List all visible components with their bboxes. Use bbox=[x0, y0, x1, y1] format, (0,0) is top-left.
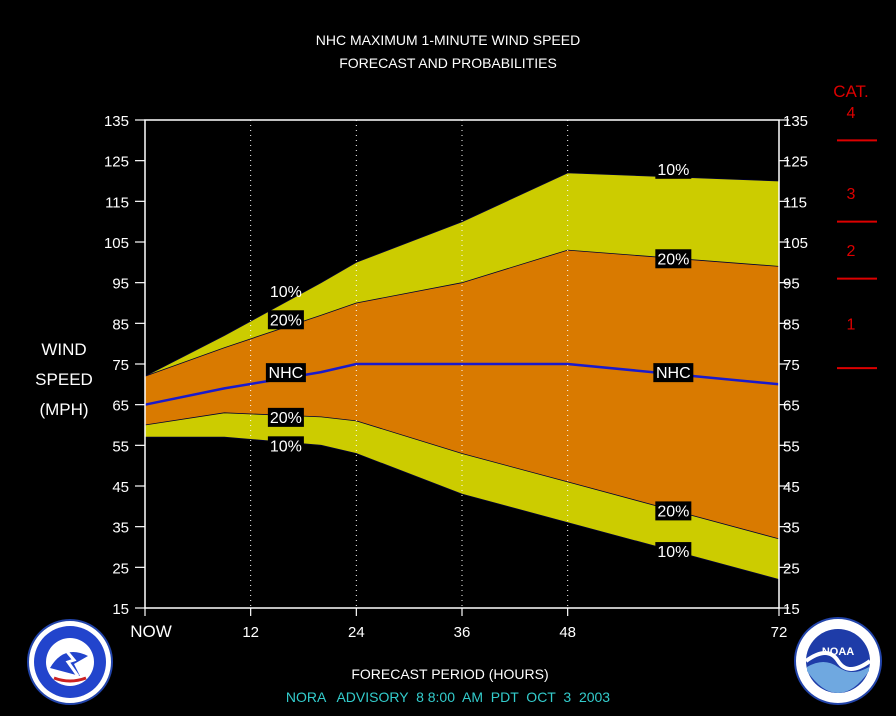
band-label-box bbox=[267, 407, 304, 427]
band-label: 20% bbox=[270, 410, 302, 427]
y-tick-label-right: 55 bbox=[783, 438, 800, 455]
band-label-box bbox=[265, 363, 306, 383]
y-tick-label-right: 35 bbox=[783, 520, 800, 537]
chart-title: NHC MAXIMUM 1-MINUTE WIND SPEED bbox=[316, 32, 580, 48]
y-tick-label-left: 125 bbox=[104, 154, 129, 171]
y-tick-label-left: 75 bbox=[112, 357, 129, 374]
band-label-box bbox=[655, 159, 692, 179]
y-tick-label-right: 45 bbox=[783, 479, 800, 496]
category-label: 1 bbox=[847, 316, 856, 333]
y-tick-label-left: 55 bbox=[112, 438, 129, 455]
band-label: 10% bbox=[657, 544, 689, 561]
y-tick-label-left: 95 bbox=[112, 276, 129, 293]
band-label: NHC bbox=[269, 365, 304, 382]
y-tick-label-left: 35 bbox=[112, 520, 129, 537]
y-axis-ticks: 135 135 125 125 115 115 105 105 95 95 85 85 75 75 65 65… bbox=[104, 113, 808, 618]
y-tick-label-left: 45 bbox=[112, 479, 129, 496]
band-label: 10% bbox=[270, 438, 302, 455]
y-axis-label-line-1: WIND bbox=[41, 340, 86, 359]
category-title: CAT. bbox=[833, 82, 869, 101]
x-tick-label: 36 bbox=[454, 624, 471, 641]
band-label-box bbox=[655, 542, 692, 562]
y-tick-label-right: 105 bbox=[783, 235, 808, 252]
x-axis-label: FORECAST PERIOD (HOURS) bbox=[351, 666, 548, 682]
y-tick-label-left: 115 bbox=[105, 194, 129, 211]
noaa-logo: NOAA bbox=[794, 617, 882, 705]
band-label: 20% bbox=[657, 503, 689, 520]
x-tick-label: 12 bbox=[242, 624, 259, 641]
boundary-line-0 bbox=[144, 172, 780, 377]
x-axis-ticks: NOW 12 24 36 48 72 bbox=[130, 608, 787, 641]
boundary-line-4 bbox=[145, 436, 780, 580]
y-tick-label-right: 15 bbox=[783, 601, 800, 618]
y-tick-label-left: 25 bbox=[112, 560, 129, 577]
band-label: 10% bbox=[270, 284, 302, 301]
band-label-box bbox=[655, 249, 692, 269]
y-tick-label-right: 85 bbox=[783, 316, 800, 333]
advisory-line: NORA ADVISORY 8 8:00 AM PDT OCT 3 2003 bbox=[286, 689, 610, 705]
chart-subtitle: FORECAST AND PROBABILITIES bbox=[339, 55, 557, 71]
y-tick-label-right: 135 bbox=[783, 113, 808, 130]
y-tick-label-right: 25 bbox=[783, 560, 800, 577]
nhc-forecast-line bbox=[144, 362, 780, 406]
y-tick-label-left: 15 bbox=[112, 601, 129, 618]
y-tick-label-left: 105 bbox=[104, 235, 129, 252]
band-label-box bbox=[267, 310, 304, 330]
y-tick-label-left: 135 bbox=[104, 113, 129, 130]
y-tick-label-left: 65 bbox=[112, 398, 129, 415]
band-label: 20% bbox=[270, 312, 302, 329]
category-label: 4 bbox=[847, 105, 856, 122]
y-tick-label-left: 85 bbox=[112, 316, 129, 333]
y-tick-label-right: 75 bbox=[783, 357, 800, 374]
band-label: NHC bbox=[656, 365, 691, 382]
band-label-box bbox=[655, 501, 692, 521]
y-tick-label-right: 95 bbox=[783, 276, 800, 293]
x-tick-label: NOW bbox=[130, 622, 172, 641]
x-tick-label: 48 bbox=[559, 624, 576, 641]
band-label: 20% bbox=[657, 251, 689, 268]
band-label-box bbox=[267, 436, 304, 456]
band-label-box bbox=[653, 363, 694, 383]
y-tick-label-right: 65 bbox=[783, 398, 800, 415]
y-axis-label-line-3: (MPH) bbox=[39, 400, 88, 419]
band-labels: 10% 20% NHC 20% 10% 10% 20% NHC 20% 10% bbox=[265, 159, 694, 562]
category-label: 2 bbox=[847, 243, 856, 260]
y-tick-label-right: 115 bbox=[783, 194, 807, 211]
x-tick-label: 24 bbox=[348, 624, 365, 641]
x-tick-label: 72 bbox=[771, 624, 788, 641]
category-scale: CAT. 4 3 2 1 bbox=[833, 82, 877, 370]
category-label: 3 bbox=[847, 186, 856, 203]
y-axis-label-line-2: SPEED bbox=[35, 370, 93, 389]
nws-logo bbox=[27, 619, 113, 705]
noaa-logo-text: NOAA bbox=[822, 646, 854, 658]
band-label: 10% bbox=[657, 162, 689, 179]
y-tick-label-right: 125 bbox=[783, 154, 808, 171]
